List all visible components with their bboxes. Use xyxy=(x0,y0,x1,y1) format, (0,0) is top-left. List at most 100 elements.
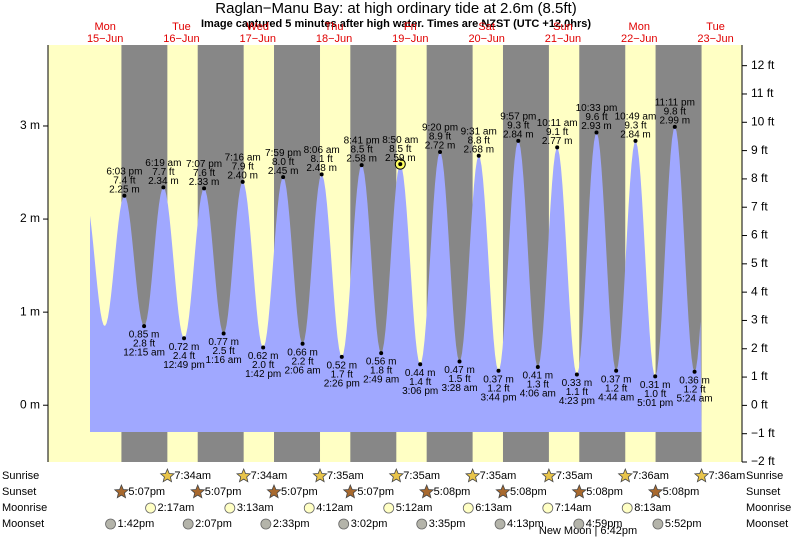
moonset-icon xyxy=(494,518,506,530)
extreme-m: 2.48 m xyxy=(306,163,337,174)
extreme-point xyxy=(281,175,286,180)
extreme-time: 10:49 am xyxy=(615,112,657,123)
moon-note: New Moon | 6:42pm xyxy=(539,525,637,537)
extreme-time: 8:06 am xyxy=(304,145,340,156)
y2-tick-label: 11 ft xyxy=(751,86,774,100)
sunrise-icon xyxy=(312,467,328,483)
sunrise-icon xyxy=(465,467,481,483)
day-name: Mon xyxy=(94,21,115,33)
extreme-ft: 7.7 ft xyxy=(152,167,174,178)
extreme-m: 2.84 m xyxy=(620,130,651,141)
y2-tick-label: 7 ft xyxy=(751,199,768,213)
extreme-point xyxy=(398,162,403,167)
axes xyxy=(43,45,747,463)
extreme-time: 4:44 am xyxy=(598,392,634,403)
extreme-time: 2:26 pm xyxy=(324,378,360,389)
extreme-ft: 1.2 ft xyxy=(683,384,705,395)
extreme-m: 2.33 m xyxy=(189,177,220,188)
extreme-point xyxy=(692,369,697,374)
extreme-time: 8:41 pm xyxy=(344,136,380,147)
event-time: 5:52pm xyxy=(665,518,702,530)
y2-tick-label: −1 ft xyxy=(751,426,775,440)
extreme-time: 9:20 pm xyxy=(422,123,458,134)
sunset-icon xyxy=(190,483,206,499)
y2-tick-label: 12 ft xyxy=(751,58,775,72)
event-time: 5:07pm xyxy=(128,486,165,498)
y2-tick-label: 8 ft xyxy=(751,171,768,185)
y-tick-label: 2 m xyxy=(20,211,40,225)
extreme-m: 2.59 m xyxy=(385,153,416,164)
moonset-icon xyxy=(105,518,116,530)
extreme-m: 2.45 m xyxy=(268,166,299,177)
event-time: 8:13am xyxy=(634,502,671,514)
sunset-icon xyxy=(266,483,282,499)
extreme-point xyxy=(339,354,344,359)
extreme-time: 3:44 pm xyxy=(480,392,516,403)
moonset-icon xyxy=(338,518,350,530)
sunset-icon xyxy=(495,483,511,499)
event-time: 5:08pm xyxy=(434,486,471,498)
extreme-point xyxy=(672,124,677,129)
extreme-time: 10:11 am xyxy=(537,118,578,129)
extreme-m: 0.85 m xyxy=(129,330,160,341)
event-time: 1:42pm xyxy=(118,518,155,530)
extreme-ft: 8.1 ft xyxy=(311,154,333,165)
event-time: 5:07pm xyxy=(281,486,318,498)
extreme-point xyxy=(574,372,579,377)
extreme-m: 0.66 m xyxy=(287,347,318,358)
event-time: 7:35am xyxy=(480,470,517,482)
extreme-m: 0.41 m xyxy=(523,371,554,382)
extreme-point xyxy=(653,374,658,379)
moonrise-icon xyxy=(303,502,315,514)
plot: 6:03 pm7.4 ft2.25 m 12:15 am2.8 ft0.85 m 6… xyxy=(90,98,713,432)
day-date: 16−Jun xyxy=(163,33,199,45)
day-name: Tue xyxy=(706,21,725,33)
extreme-point xyxy=(379,351,384,356)
extreme-point xyxy=(240,179,245,184)
extreme-time: 6:19 am xyxy=(145,158,181,169)
extreme-time: 7:59 pm xyxy=(265,148,301,159)
day-name: Fri xyxy=(404,21,417,33)
y2-tick-label: 2 ft xyxy=(751,341,768,355)
chart-title: Raglan−Manu Bay: at high ordinary tide a… xyxy=(215,0,576,17)
extreme-m: 0.47 m xyxy=(444,365,475,376)
y2-tick-label: 6 ft xyxy=(751,228,768,242)
row-label-right: Sunset xyxy=(746,486,780,498)
row-label-right: Moonrise xyxy=(746,502,791,514)
extreme-ft: 9.1 ft xyxy=(546,127,568,138)
day-name: Sat xyxy=(478,21,495,33)
row-label-right: Moonset xyxy=(746,518,788,530)
moonset-icon xyxy=(182,518,194,530)
extreme-point xyxy=(319,172,324,177)
extreme-m: 0.31 m xyxy=(640,380,671,391)
extreme-point xyxy=(633,138,638,143)
extreme-point xyxy=(300,341,305,346)
event-time: 7:35am xyxy=(403,470,440,482)
extreme-m: 0.56 m xyxy=(366,357,397,368)
extreme-m: 2.72 m xyxy=(425,141,456,152)
day-name: Wed xyxy=(247,21,269,33)
extreme-m: 2.40 m xyxy=(227,170,258,181)
event-time: 6:13am xyxy=(475,502,512,514)
moonset-icon xyxy=(416,518,428,530)
extreme-ft: 7.9 ft xyxy=(232,161,254,172)
extreme-m: 0.37 m xyxy=(601,374,632,385)
extreme-time: 9:31 am xyxy=(461,126,497,137)
extreme-ft: 8.9 ft xyxy=(429,132,451,143)
sunset-icon xyxy=(571,483,587,499)
y-tick-label: 0 m xyxy=(20,397,40,411)
row-label-left: Sunset xyxy=(2,486,36,498)
event-time: 7:35am xyxy=(327,470,364,482)
event-time: 2:07pm xyxy=(195,518,232,530)
extreme-ft: 1.3 ft xyxy=(527,380,549,391)
extreme-ft: 1.1 ft xyxy=(566,387,588,398)
row-label-left: Sunrise xyxy=(2,470,39,482)
moonrise-icon xyxy=(224,502,236,514)
extreme-time: 5:01 pm xyxy=(637,398,673,409)
extreme-ft: 7.4 ft xyxy=(113,175,135,186)
extreme-point xyxy=(122,193,127,198)
event-time: 3:13am xyxy=(237,502,274,514)
moonset-icon xyxy=(573,518,585,530)
extreme-point xyxy=(614,368,619,373)
extreme-time: 3:28 am xyxy=(441,383,477,394)
